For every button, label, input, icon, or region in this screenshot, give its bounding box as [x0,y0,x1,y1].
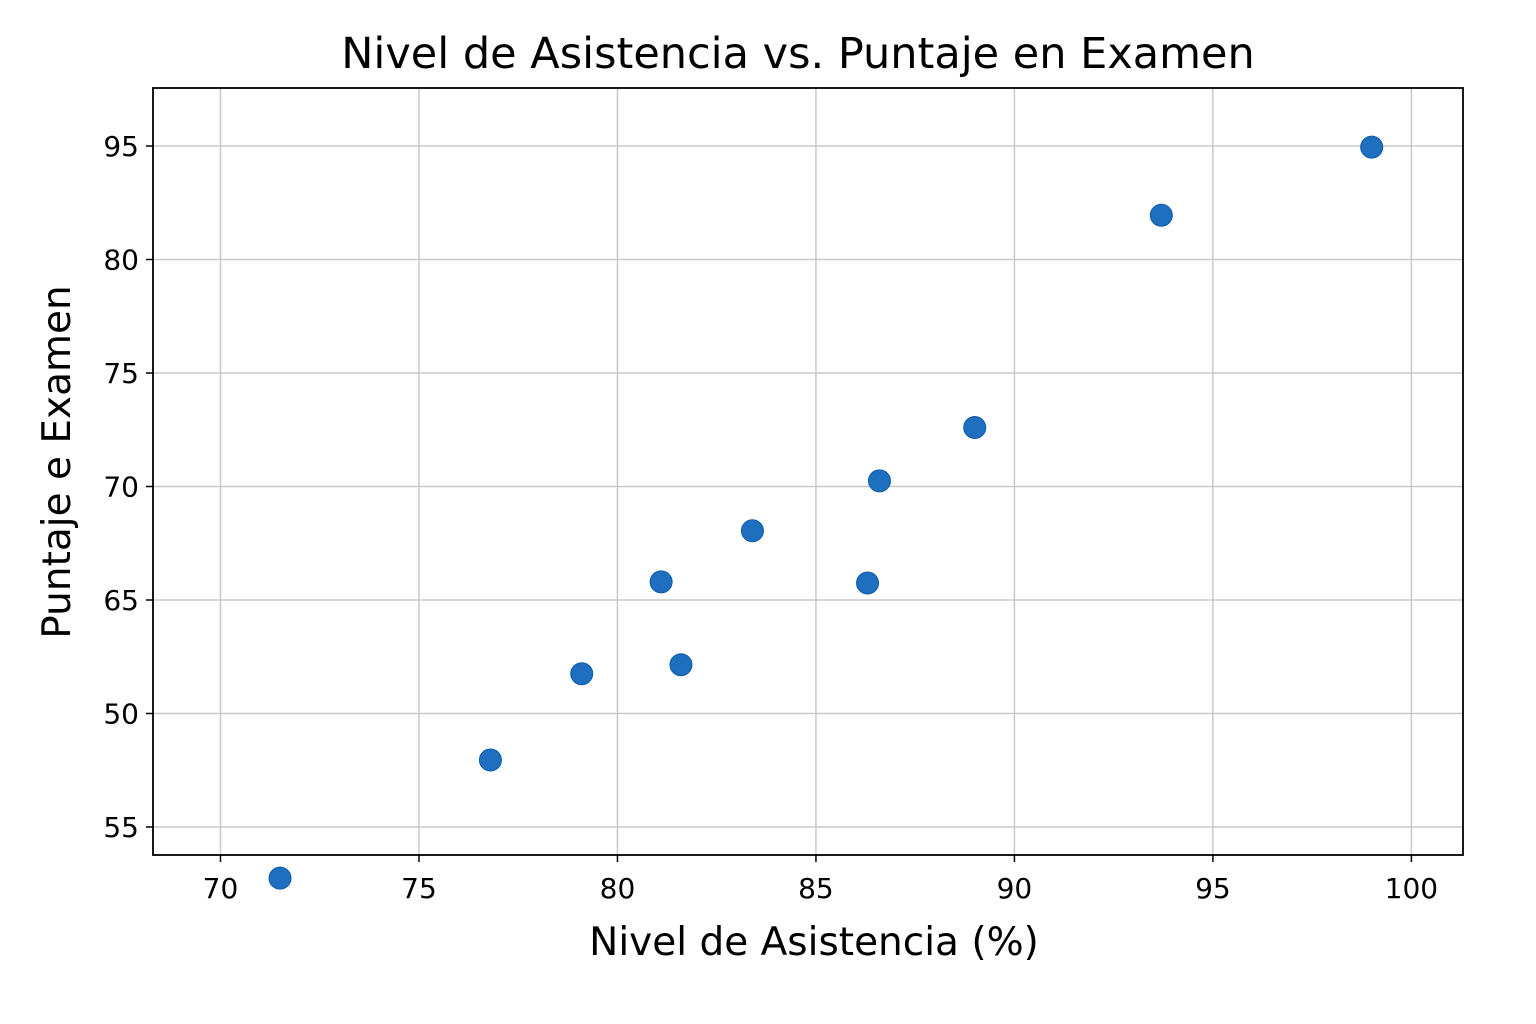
y-axis-label: Puntaje e Examen [35,285,80,638]
y-tick-label: 65 [103,584,139,617]
chart-title: Nivel de Asistencia vs. Puntaje en Exame… [341,29,1254,79]
y-tick-label: 80 [103,244,139,277]
data-point [856,571,880,595]
y-tick-label: 50 [103,698,139,731]
data-point [478,748,502,772]
data-point [669,653,693,677]
grid [153,88,1463,855]
data-point [268,866,292,890]
y-tick-label: 55 [103,811,139,844]
x-axis-label: Nivel de Asistencia (%) [589,920,1039,965]
ticks: 70 75 80 85 90 95 100 95 80 75 70 65 50 55 [103,130,1438,905]
data-point [740,519,764,543]
x-tick-label: 75 [401,872,437,905]
x-tick-label: 80 [600,872,636,905]
data-point [867,469,891,493]
y-tick-label: 75 [103,357,139,390]
y-tick-label: 70 [103,471,139,504]
x-tick-label: 70 [203,872,239,905]
y-tick-label: 95 [103,130,139,163]
plot-area [152,87,1464,856]
data-point [649,570,673,594]
data-point [1149,203,1173,227]
x-tick-label: 95 [1195,872,1231,905]
data-point [570,662,594,686]
x-tick-label: 100 [1385,872,1438,905]
x-tick-label: 90 [997,872,1033,905]
x-tick-label: 85 [798,872,834,905]
data-point [963,415,987,439]
data-point [1360,135,1384,159]
data-points [268,135,1384,890]
